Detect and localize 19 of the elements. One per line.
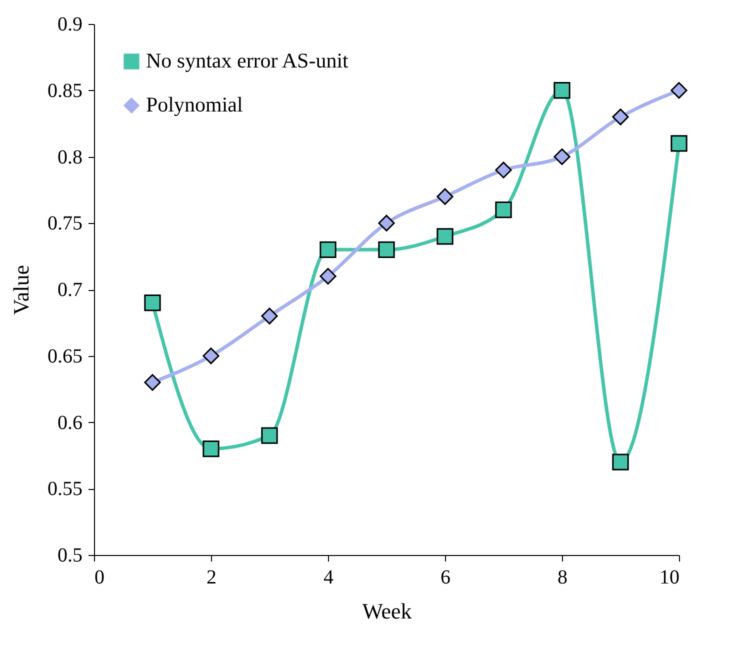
x-axis-title: Week (362, 598, 412, 624)
x-tick-label: 8 (558, 566, 568, 588)
y-tick-label: 0.5 (58, 544, 82, 566)
y-axis-title: Value (8, 264, 34, 316)
legend-label: Polynomial (146, 92, 244, 116)
x-tick-label: 10 (660, 566, 680, 588)
y-tick-label: 0.8 (58, 146, 82, 168)
x-tick-label: 2 (206, 566, 216, 588)
y-tick-label: 0.6 (58, 412, 82, 434)
y-tick-label: 0.7 (58, 279, 82, 301)
y-tick-label: 0.55 (48, 478, 82, 500)
x-tick-label: 6 (440, 566, 450, 588)
y-tick-label: 0.65 (48, 345, 82, 368)
y-tick-label: 0.75 (48, 212, 82, 235)
y-tick-label: 0.85 (48, 80, 82, 102)
x-tick-label: 0 (94, 566, 104, 588)
y-tick-label: 0.9 (58, 14, 82, 36)
x-tick-label: 4 (324, 566, 334, 588)
legend-label: No syntax error AS-unit (146, 48, 349, 72)
